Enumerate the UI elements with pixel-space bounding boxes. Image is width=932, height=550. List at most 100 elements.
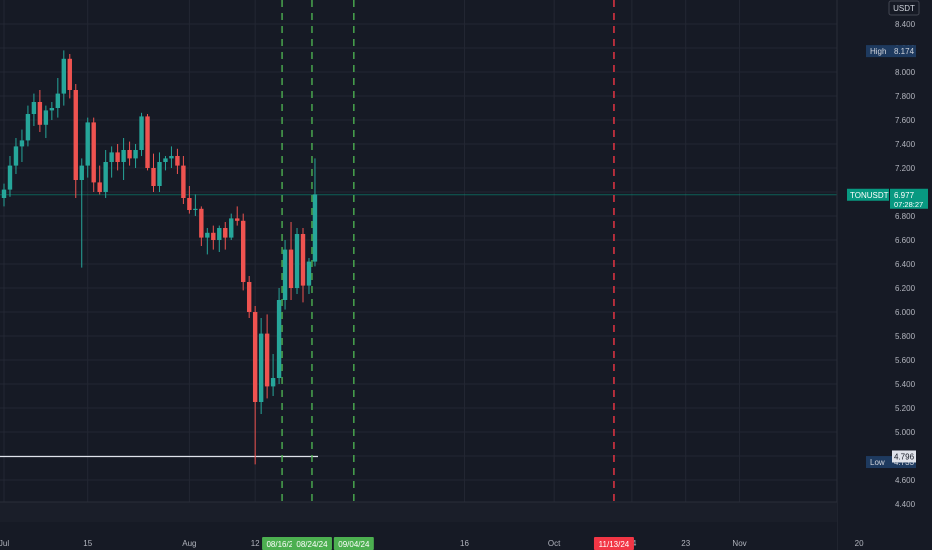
candle[interactable] <box>175 148 180 174</box>
candle[interactable] <box>103 150 108 198</box>
candle[interactable] <box>67 54 72 99</box>
candle[interactable] <box>258 318 264 414</box>
price-tick-label: 5.000 <box>895 428 916 437</box>
candle[interactable] <box>7 156 13 197</box>
candle[interactable] <box>181 156 186 204</box>
candle[interactable] <box>73 84 78 198</box>
candle[interactable] <box>276 288 282 384</box>
candle-body <box>270 378 276 387</box>
candle-body <box>229 218 234 238</box>
candle[interactable] <box>246 276 252 318</box>
date-tag-background <box>333 537 374 550</box>
time-tick-label: 12 <box>251 539 260 548</box>
time-tick-label: Oct <box>548 539 561 548</box>
candle-body <box>49 108 55 111</box>
candle[interactable] <box>252 306 258 465</box>
current-price-value: 6.977 <box>894 191 915 200</box>
time-tick-label: 15 <box>83 539 92 548</box>
candle[interactable] <box>163 156 168 171</box>
high-tag-label-bg <box>866 45 892 58</box>
level-lines <box>0 194 837 458</box>
candle[interactable] <box>306 258 312 294</box>
candle-body <box>25 114 31 141</box>
candle[interactable] <box>61 50 66 106</box>
candle-body <box>211 232 216 240</box>
candle[interactable] <box>270 354 276 396</box>
candle[interactable] <box>49 102 55 120</box>
candle-body <box>193 208 198 210</box>
candle[interactable] <box>37 90 43 132</box>
price-axis[interactable]: 8.4008.2008.0007.8007.6007.4007.2007.000… <box>895 20 916 509</box>
candle[interactable] <box>25 105 31 147</box>
candle[interactable] <box>187 186 192 214</box>
vertical-marker-date-tag[interactable]: 09/04/24 <box>333 537 374 550</box>
horizontal-level-tag[interactable]: 4.796 <box>892 450 916 463</box>
time-tick-label: 23 <box>681 539 690 548</box>
symbol-tag-label: TONUSDT <box>850 191 889 200</box>
candle[interactable] <box>205 228 210 255</box>
currency-badge[interactable]: USDT <box>888 0 920 16</box>
candle[interactable] <box>300 228 306 303</box>
countdown-value: 07:28:27 <box>894 200 923 209</box>
candle[interactable] <box>133 144 138 168</box>
price-tick-label: 5.400 <box>895 380 916 389</box>
vertical-marker-date-tag[interactable]: 08/24/24 <box>291 537 332 550</box>
vertical-marker-date-tag[interactable]: 11/13/24 <box>593 537 634 550</box>
candle[interactable] <box>217 225 222 252</box>
candle[interactable] <box>241 213 246 291</box>
candle-body <box>13 146 19 166</box>
candle[interactable] <box>223 222 228 250</box>
candle[interactable] <box>294 228 300 294</box>
candle[interactable] <box>19 129 25 162</box>
candle[interactable] <box>121 138 126 180</box>
candle[interactable] <box>264 314 270 399</box>
candle[interactable] <box>85 117 90 178</box>
candle-body <box>31 102 37 114</box>
candle[interactable] <box>79 158 84 268</box>
candle[interactable] <box>151 153 156 192</box>
candle[interactable] <box>115 144 120 171</box>
candle[interactable] <box>145 114 150 171</box>
candle[interactable] <box>91 117 96 192</box>
candle[interactable] <box>109 146 114 178</box>
candle[interactable] <box>43 105 49 138</box>
candle[interactable] <box>1 183 7 207</box>
candle[interactable] <box>127 141 132 166</box>
candle[interactable] <box>13 138 19 174</box>
candle-body <box>175 156 180 166</box>
candle-body <box>73 90 78 180</box>
high-tag-value: 8.174 <box>894 47 915 56</box>
candle[interactable] <box>199 206 204 246</box>
candle[interactable] <box>288 222 294 300</box>
price-tick-label: 7.400 <box>895 140 916 149</box>
price-tick-label: 6.200 <box>895 284 916 293</box>
low-tag-label: Low <box>870 458 885 467</box>
candle[interactable] <box>229 213 234 240</box>
candle[interactable] <box>55 78 61 118</box>
candle[interactable] <box>31 93 37 126</box>
candle-body <box>187 198 192 210</box>
time-tick-label: Nov <box>732 539 746 548</box>
candle-body <box>169 156 174 159</box>
candle-body <box>217 228 222 240</box>
time-tick-label: 16 <box>460 539 469 548</box>
candle[interactable] <box>193 194 198 216</box>
candle[interactable] <box>157 152 162 192</box>
high-tag[interactable]: High 8.174 <box>866 45 916 58</box>
time-tick-label: Aug <box>182 539 196 548</box>
candle[interactable] <box>282 240 288 310</box>
candle[interactable] <box>169 146 174 168</box>
vertical-markers[interactable] <box>281 0 615 502</box>
candle[interactable] <box>211 225 216 250</box>
price-tick-label: 8.400 <box>895 20 916 29</box>
candle[interactable] <box>97 165 102 195</box>
candle-body <box>181 165 186 198</box>
candles[interactable] <box>1 50 318 465</box>
candle[interactable] <box>235 206 240 226</box>
candle[interactable] <box>139 112 144 156</box>
candle[interactable] <box>312 158 318 267</box>
time-axis-strip <box>0 502 837 522</box>
current-price-tag-bg <box>890 188 928 209</box>
